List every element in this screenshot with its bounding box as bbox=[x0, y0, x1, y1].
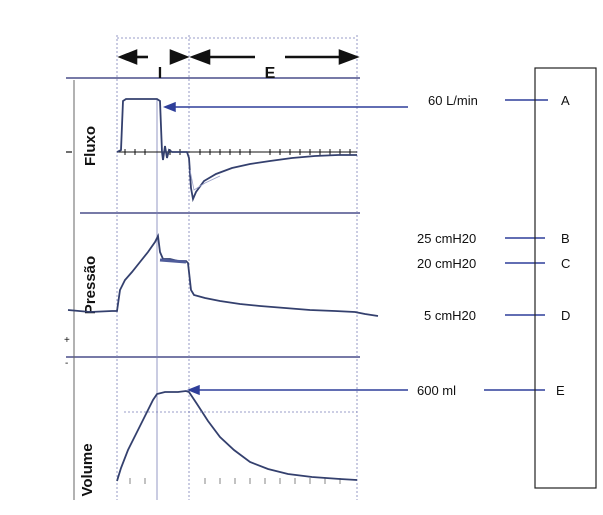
pressure-trace bbox=[67, 232, 379, 317]
phase-label-inspiration: I bbox=[158, 65, 162, 82]
annotation-value-d: 5 cmH20 bbox=[424, 308, 476, 323]
pressure-plateau-smudge bbox=[159, 258, 187, 264]
phase-label-expiration: E bbox=[265, 65, 276, 82]
panel-label-volume: Volume bbox=[79, 443, 96, 496]
panel-label-flow: Fluxo bbox=[82, 126, 99, 166]
panel-label-pressure: Pressão bbox=[82, 256, 99, 314]
volume-baseline-ticks bbox=[129, 478, 341, 484]
annotation-letter-b: B bbox=[561, 231, 570, 246]
volume-trace bbox=[116, 390, 358, 482]
inspiration-arrows bbox=[117, 49, 190, 65]
flow-trace bbox=[116, 98, 357, 203]
annotation-letter-e: E bbox=[556, 383, 565, 398]
annotation-value-a: 60 L/min bbox=[428, 93, 478, 108]
axis-minus-mark: - bbox=[65, 358, 68, 369]
axis-plus-mark: + bbox=[64, 335, 70, 346]
annotation-value-c: 20 cmH20 bbox=[417, 256, 476, 271]
annotation-letter-d: D bbox=[561, 308, 570, 323]
annotation-value-b: 25 cmH20 bbox=[417, 231, 476, 246]
flow-baseline-ticks bbox=[124, 149, 351, 155]
annotation-letter-c: C bbox=[561, 256, 570, 271]
annotation-leaders bbox=[162, 99, 548, 396]
annotation-value-e: 600 ml bbox=[417, 383, 456, 398]
legend-box bbox=[534, 67, 597, 489]
annotation-letter-a: A bbox=[561, 93, 570, 108]
expiration-arrows bbox=[189, 49, 360, 65]
flow-trace-shadow bbox=[189, 169, 221, 191]
